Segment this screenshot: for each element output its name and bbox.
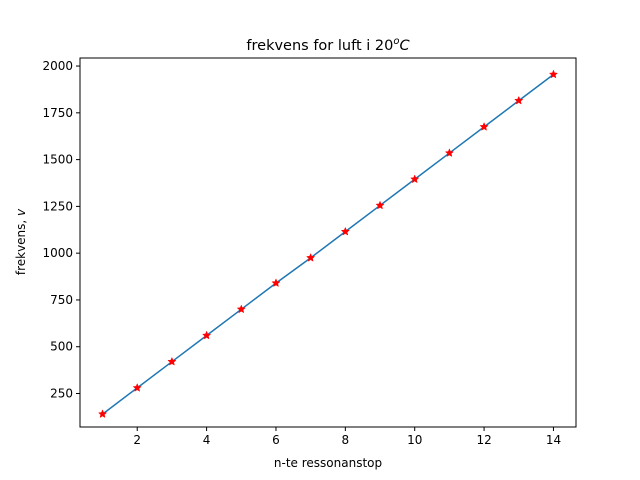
data-point-marker	[167, 356, 177, 366]
y-tick-label: 500	[50, 340, 73, 354]
data-point-marker	[97, 409, 108, 419]
x-tick-label: 8	[342, 433, 350, 447]
y-tick-label: 2000	[42, 59, 73, 73]
data-point-marker	[132, 383, 142, 392]
chart-title-prefix: frekvens for luft i 20	[246, 38, 393, 54]
chart-title: frekvens for luft i 20oC	[246, 36, 410, 54]
data-point-marker	[375, 200, 385, 210]
x-tick-label: 14	[546, 433, 561, 447]
y-axis-label: frekvens, v	[14, 208, 28, 275]
plot-area	[97, 69, 559, 419]
y-tick-label: 250	[50, 387, 73, 401]
chart-title-sup: o	[393, 36, 399, 47]
data-point-marker	[340, 226, 350, 236]
data-point-marker	[479, 122, 489, 131]
x-axis-ticks: 2 4 6 8 10 12 14	[133, 427, 561, 447]
data-point-marker	[201, 330, 212, 340]
x-tick-label: 12	[476, 433, 491, 447]
x-tick-label: 4	[203, 433, 211, 447]
x-axis-label: n-te ressonanstop	[274, 456, 382, 470]
y-tick-label: 1250	[42, 199, 73, 213]
x-tick-label: 6	[272, 433, 280, 447]
y-axis-ticks: 250 500 750 1000 1250 1500 1750 2000	[42, 59, 80, 401]
data-point-marker	[410, 174, 420, 184]
y-axis-label-prefix: frekvens,	[14, 216, 28, 275]
y-tick-label: 750	[50, 293, 73, 307]
plot-frame	[79, 57, 577, 428]
y-tick-label: 1750	[42, 106, 73, 120]
series-line	[101, 73, 555, 415]
x-tick-label: 2	[133, 433, 141, 447]
data-point-marker	[306, 252, 316, 262]
y-tick-label: 1500	[42, 153, 73, 167]
x-tick-label: 10	[407, 433, 422, 447]
data-point-marker	[514, 95, 524, 105]
y-axis-label-variable: v	[14, 208, 28, 216]
chart-title-suffix: C	[399, 38, 410, 54]
data-point-marker	[548, 69, 559, 79]
data-point-marker	[236, 304, 246, 314]
data-point-marker	[444, 148, 455, 157]
y-tick-label: 1000	[42, 246, 73, 260]
data-point-marker	[271, 278, 281, 288]
